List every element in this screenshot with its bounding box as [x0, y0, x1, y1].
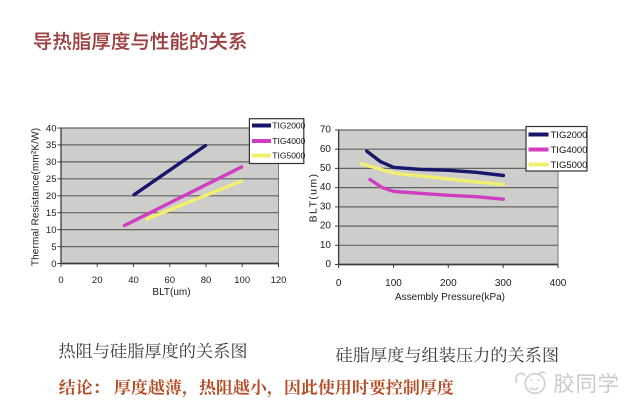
svg-text:20: 20 [320, 221, 332, 232]
svg-text:5: 5 [51, 242, 56, 253]
svg-text:BLT(um): BLT(um) [308, 173, 320, 223]
svg-text:Thermal Resistance(mm²K/W): Thermal Resistance(mm²K/W) [30, 128, 41, 266]
svg-text:60: 60 [165, 275, 176, 286]
svg-text:TIG5000: TIG5000 [272, 151, 305, 161]
svg-text:40: 40 [46, 123, 57, 134]
svg-text:100: 100 [385, 278, 402, 289]
svg-text:120: 120 [271, 275, 287, 286]
svg-text:TIG5000: TIG5000 [551, 160, 588, 171]
svg-text:10: 10 [46, 225, 57, 236]
svg-text:25: 25 [46, 174, 57, 185]
svg-text:300: 300 [495, 278, 512, 289]
svg-text:40: 40 [128, 275, 139, 286]
svg-text:80: 80 [201, 275, 212, 286]
svg-text:0: 0 [325, 259, 331, 270]
svg-text:50: 50 [320, 163, 332, 174]
svg-text:40: 40 [320, 182, 332, 193]
svg-text:60: 60 [320, 144, 332, 155]
svg-text:200: 200 [440, 278, 457, 289]
svg-text:35: 35 [46, 140, 57, 151]
svg-text:70: 70 [320, 125, 332, 136]
svg-text:TIG4000: TIG4000 [272, 136, 305, 146]
svg-text:100: 100 [234, 275, 250, 286]
svg-text:20: 20 [46, 191, 57, 202]
svg-text:400: 400 [550, 278, 567, 289]
svg-text:30: 30 [46, 157, 57, 168]
svg-text:20: 20 [92, 275, 103, 286]
svg-text:0: 0 [336, 278, 342, 289]
svg-text:Assembly Pressure(kPa): Assembly Pressure(kPa) [395, 292, 505, 303]
svg-text:0: 0 [51, 259, 56, 270]
svg-text:10: 10 [320, 240, 332, 251]
svg-text:BLT(um): BLT(um) [152, 287, 190, 298]
svg-text:15: 15 [46, 208, 57, 219]
svg-text:0: 0 [58, 275, 63, 286]
svg-text:30: 30 [320, 202, 332, 213]
svg-text:TIG2000: TIG2000 [272, 121, 305, 131]
svg-text:TIG4000: TIG4000 [551, 145, 588, 156]
svg-text:TIG2000: TIG2000 [551, 130, 588, 141]
